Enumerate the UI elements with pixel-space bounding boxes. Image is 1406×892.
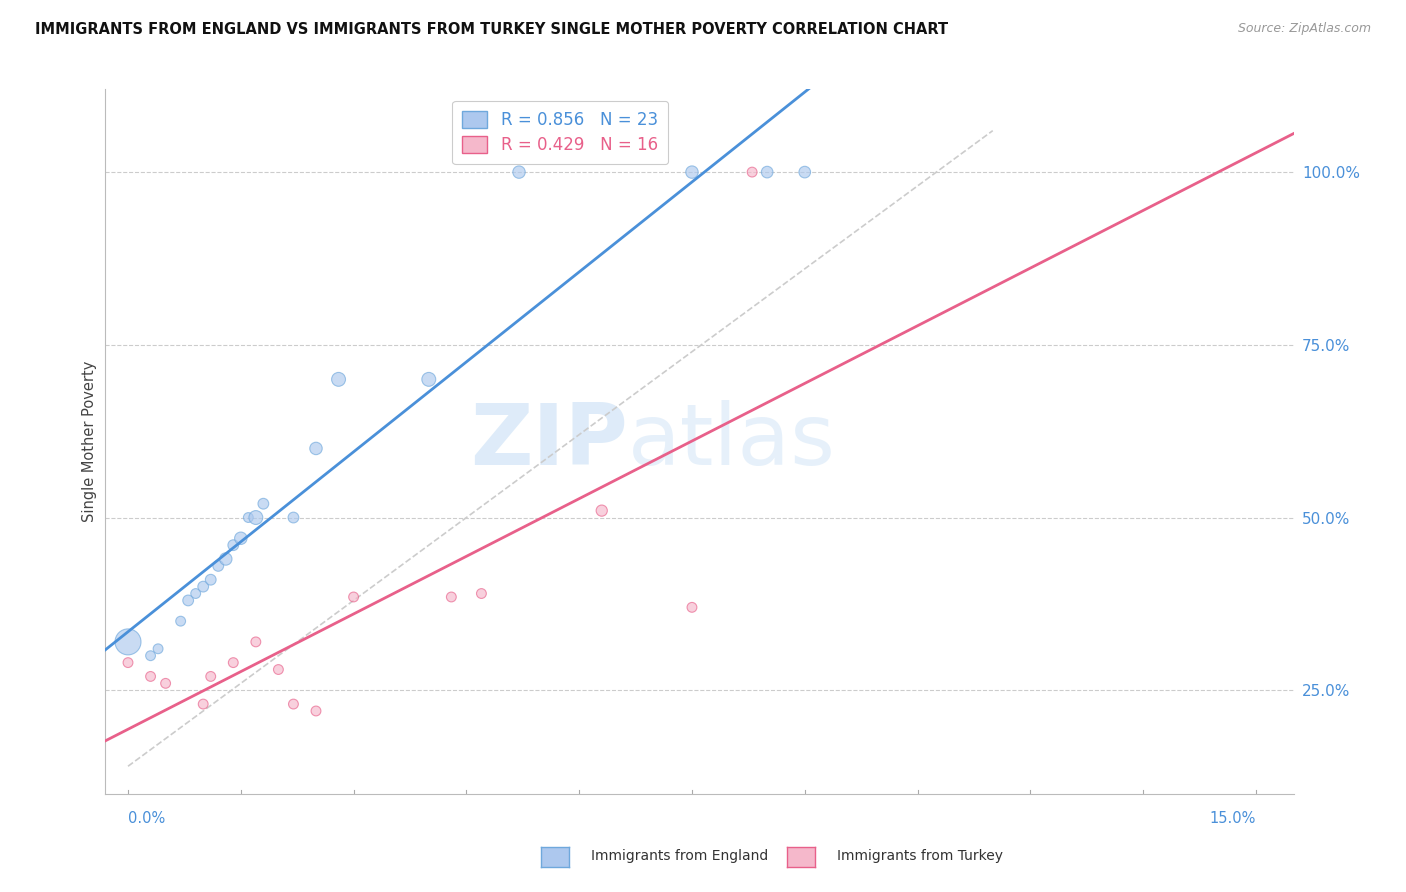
- Point: [146, 641, 169, 656]
- Point: [207, 558, 229, 573]
- Point: [139, 648, 162, 663]
- Y-axis label: Single Mother Poverty: Single Mother Poverty: [82, 361, 97, 522]
- Point: [342, 590, 364, 604]
- Point: [305, 704, 328, 718]
- Point: [169, 614, 191, 628]
- Point: [793, 165, 815, 179]
- Point: [200, 669, 222, 683]
- Point: [681, 600, 703, 615]
- Point: [741, 165, 763, 179]
- Point: [117, 656, 139, 670]
- Point: [139, 669, 162, 683]
- Text: ZIP: ZIP: [471, 400, 628, 483]
- Point: [238, 510, 260, 524]
- Point: [470, 586, 492, 600]
- Point: [222, 656, 245, 670]
- Point: [508, 165, 530, 179]
- Point: [591, 503, 613, 517]
- Point: [440, 590, 463, 604]
- Point: [681, 165, 703, 179]
- Point: [418, 372, 440, 386]
- Point: [222, 538, 245, 552]
- Point: [305, 442, 328, 456]
- Legend: R = 0.856   N = 23, R = 0.429   N = 16: R = 0.856 N = 23, R = 0.429 N = 16: [453, 101, 668, 164]
- Text: 0.0%: 0.0%: [128, 811, 166, 826]
- Point: [245, 635, 267, 649]
- Point: [155, 676, 177, 690]
- Point: [193, 697, 215, 711]
- Text: 15.0%: 15.0%: [1209, 811, 1256, 826]
- Text: Immigrants from Turkey: Immigrants from Turkey: [837, 849, 1002, 863]
- Point: [184, 586, 207, 600]
- Point: [328, 372, 350, 386]
- Point: [177, 593, 200, 607]
- Point: [283, 697, 305, 711]
- Point: [283, 510, 305, 524]
- Text: IMMIGRANTS FROM ENGLAND VS IMMIGRANTS FROM TURKEY SINGLE MOTHER POVERTY CORRELAT: IMMIGRANTS FROM ENGLAND VS IMMIGRANTS FR…: [35, 22, 948, 37]
- Point: [245, 510, 267, 524]
- Point: [229, 531, 252, 545]
- Point: [193, 580, 215, 594]
- Point: [200, 573, 222, 587]
- Text: Immigrants from England: Immigrants from England: [591, 849, 768, 863]
- Point: [267, 663, 290, 677]
- Point: [756, 165, 779, 179]
- Point: [117, 635, 139, 649]
- Text: Source: ZipAtlas.com: Source: ZipAtlas.com: [1237, 22, 1371, 36]
- Text: atlas: atlas: [628, 400, 837, 483]
- Point: [215, 552, 238, 566]
- Point: [252, 497, 274, 511]
